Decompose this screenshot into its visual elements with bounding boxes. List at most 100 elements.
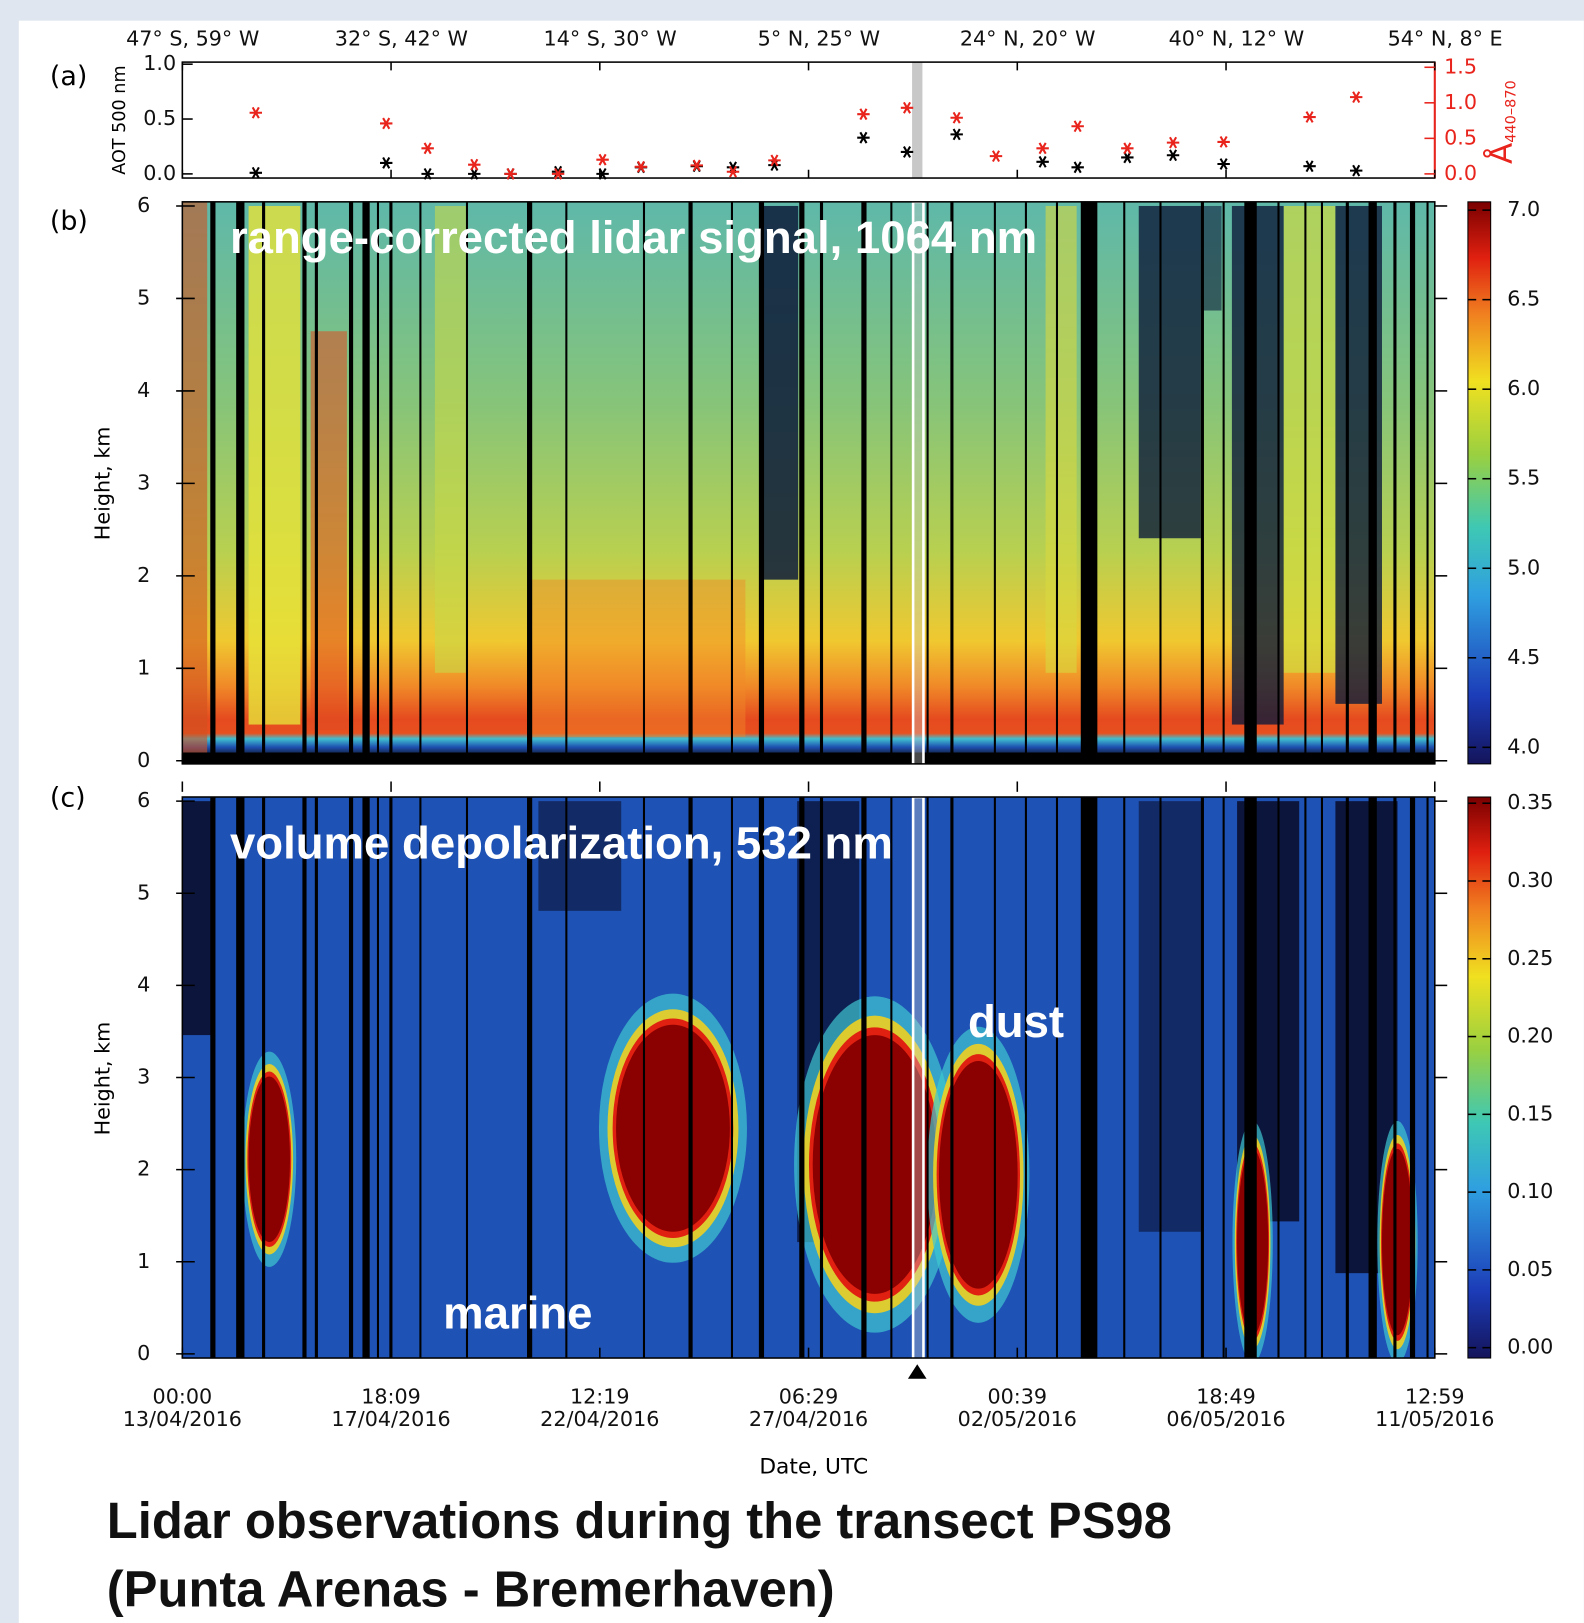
colorbar — [1467, 201, 1492, 765]
asterisk-marker — [468, 158, 481, 171]
panel-label: (b) — [50, 206, 88, 237]
figure-title: Lidar observations during the transect P… — [107, 1492, 1172, 1549]
x-tick-label: 12:59 11/05/2016 — [1375, 1384, 1494, 1431]
heatmap-region — [376, 201, 380, 764]
asterisk-marker — [421, 142, 434, 155]
colorbar-tick-label: 0.15 — [1507, 1101, 1553, 1125]
asterisk-marker — [1166, 149, 1180, 162]
asterisk-marker — [634, 160, 648, 173]
y-tick-label: 6 — [137, 788, 150, 812]
asterisk-marker — [900, 101, 914, 114]
x-top-tick-label: 47° S, 59° W — [126, 26, 259, 50]
y2-axis-subscript: 440–870 — [1503, 80, 1519, 143]
asterisk-marker — [768, 159, 781, 172]
y-axis-label: Height, km — [91, 1022, 115, 1136]
colorbar-tick-label: 6.0 — [1507, 376, 1540, 400]
heatmap-region — [376, 797, 380, 1359]
x-top-tick-label: 5° N, 25° W — [758, 26, 880, 50]
heatmap-region — [819, 201, 824, 764]
heatmap-region — [758, 797, 765, 1359]
heatmap-region — [348, 797, 354, 1359]
annotation: marine — [443, 1288, 592, 1339]
asterisk-marker — [1349, 91, 1363, 104]
heatmap-region — [1123, 201, 1126, 764]
x-tick-label: 00:39 02/05/2016 — [958, 1384, 1077, 1431]
panel-label: (c) — [50, 783, 86, 814]
heatmap-region — [419, 201, 422, 764]
heatmap-region — [210, 201, 216, 764]
x-top-tick-label: 54° N, 8° E — [1388, 26, 1503, 50]
y-tick-label: 2 — [137, 1157, 150, 1181]
plots: 47° S, 59° W 32° S, 42° W 14° S, 30° W 5° N… — [123, 26, 1554, 1431]
x-tick-label-line: 00:00 — [153, 1384, 213, 1408]
heatmap-region — [1426, 201, 1429, 764]
heatmap-region — [1200, 201, 1204, 764]
colorbar-tick-label: 0.05 — [1507, 1257, 1553, 1281]
heatmap-region — [362, 797, 370, 1359]
colorbar-tick-label: 5.5 — [1507, 466, 1540, 490]
heatmap-region — [1138, 801, 1201, 1232]
asterisk-marker — [900, 146, 914, 158]
x-tick-label-line: 27/04/2016 — [749, 1407, 868, 1431]
x-tick-label-line: 17/04/2016 — [331, 1407, 450, 1431]
heatmap-region — [1320, 201, 1323, 764]
heatmap-region — [434, 205, 466, 673]
heatmap-region — [236, 797, 245, 1359]
colorbar-tick-label: 6.5 — [1507, 287, 1540, 311]
asterisk-marker — [1217, 136, 1230, 148]
x-tick-label: 12:19 22/04/2016 — [540, 1384, 659, 1431]
asterisk-marker — [726, 165, 740, 178]
asterisk-marker — [249, 106, 262, 119]
heatmap-region — [799, 201, 805, 764]
heatmap-region — [1244, 797, 1257, 1359]
y-tick-label: 4 — [137, 378, 150, 402]
heatmap-region — [1277, 201, 1280, 764]
asterisk-marker — [950, 111, 963, 124]
heatmap-region — [861, 201, 867, 764]
y2-axis-symbol: Å — [1482, 143, 1520, 164]
heatmap-region — [861, 797, 867, 1359]
heatmap-region — [1244, 201, 1257, 764]
heatmap-region — [890, 201, 893, 764]
heatmap-region — [538, 801, 622, 911]
y2-axis-label: Å440–870 — [1482, 80, 1520, 164]
x-axis-label: Date, UTC — [759, 1455, 868, 1480]
heatmap-region — [236, 201, 245, 764]
y-axis-label: Height, km — [91, 427, 115, 541]
heatmap-region — [642, 797, 646, 1359]
asterisk-marker — [1303, 111, 1316, 123]
heatmap-region — [527, 797, 533, 1359]
heatmap-region — [1159, 797, 1162, 1359]
y-axis-label: AOT 500 nm — [110, 65, 130, 174]
heatmap-region — [314, 797, 318, 1359]
colorbar-tick-label: 0.35 — [1507, 790, 1553, 814]
heatmap-region — [1277, 797, 1280, 1359]
heatmap-region — [1368, 797, 1377, 1359]
highlight-band — [912, 62, 923, 179]
asterisk-marker — [1166, 136, 1180, 149]
heatmap-region — [926, 201, 929, 764]
heatmap-region — [730, 201, 734, 764]
heatmap — [182, 797, 1435, 1359]
heatmap-region — [1304, 797, 1307, 1359]
heatmap-region — [1222, 797, 1225, 1359]
heatmap-region — [389, 797, 393, 1359]
heatmap-region — [465, 797, 469, 1359]
heatmap-region — [1123, 797, 1126, 1359]
asterisk-marker — [551, 165, 565, 178]
y-tick-label: 0 — [137, 1341, 150, 1365]
y-tick-label: 3 — [137, 470, 150, 494]
asterisk-marker — [1071, 161, 1084, 174]
colorbar-tick-label: 4.0 — [1507, 734, 1540, 758]
heatmap-region — [419, 797, 422, 1359]
asterisk-marker — [857, 131, 870, 144]
y-tick-label: 5 — [137, 285, 150, 309]
x-tick-label: 00:00 13/04/2016 — [123, 1384, 242, 1431]
asterisk-marker — [857, 108, 870, 121]
asterisk-marker — [551, 167, 565, 180]
asterisk-marker — [596, 167, 609, 180]
position-marker — [907, 1364, 927, 1379]
y2-tick-label: 0.5 — [1444, 125, 1477, 149]
heatmap-region — [1138, 205, 1201, 539]
x-top-tick-label: 40° N, 12° W — [1169, 26, 1305, 50]
